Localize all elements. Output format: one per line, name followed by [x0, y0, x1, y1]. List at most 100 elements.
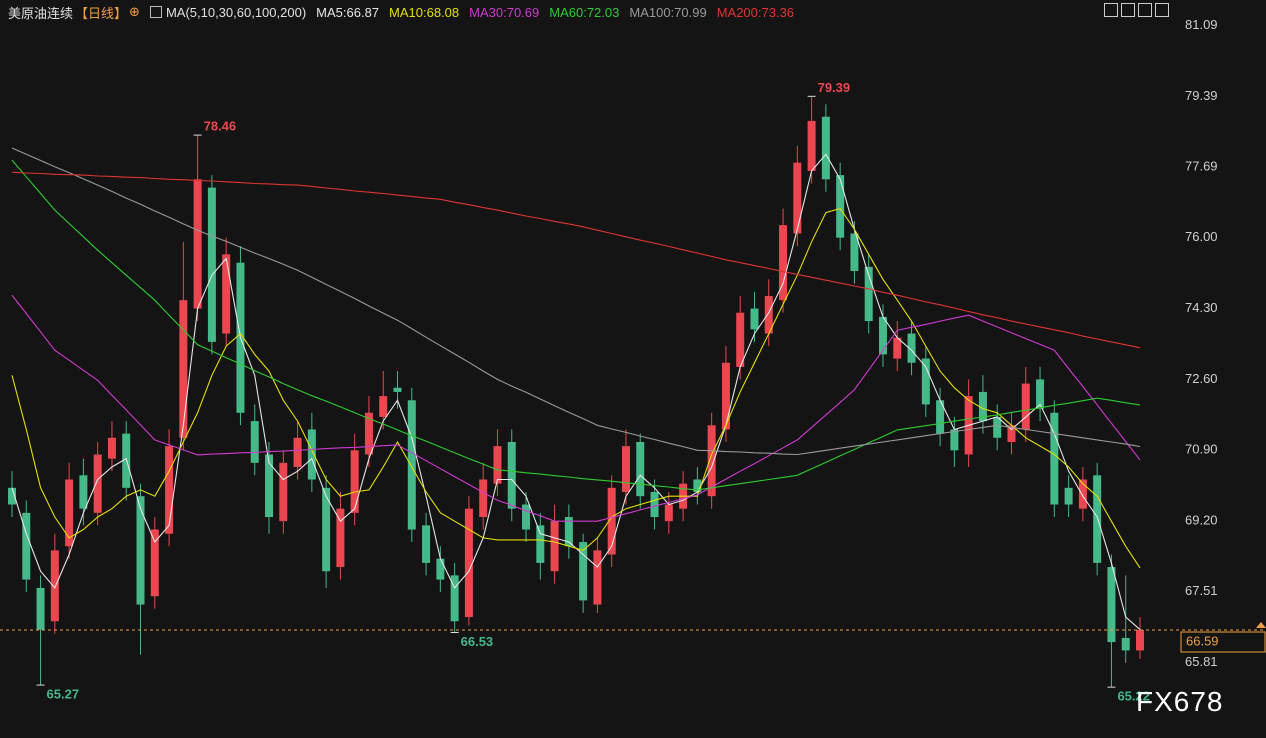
candle-body — [921, 358, 930, 405]
annotation-label: 78.46 — [204, 119, 237, 134]
candle-body — [1036, 379, 1045, 409]
y-tick-label: 69.20 — [1185, 513, 1218, 528]
candle-body — [165, 446, 174, 534]
candle-body — [8, 487, 16, 505]
candle-body — [1078, 479, 1087, 509]
candle-body — [279, 462, 288, 522]
candle-body — [764, 296, 773, 334]
candle-body — [564, 517, 573, 547]
candle-body — [1093, 475, 1102, 563]
candle-body — [150, 529, 159, 597]
candle-body — [107, 437, 116, 459]
y-tick-label: 77.69 — [1185, 159, 1218, 174]
tool-button[interactable] — [1155, 3, 1169, 17]
candle-body — [1021, 383, 1030, 430]
candle-body — [1136, 630, 1144, 651]
add-icon[interactable]: ⊕ — [129, 4, 140, 19]
legend-entry: MA200:73.36 — [716, 4, 795, 20]
candle-body — [793, 162, 802, 234]
y-tick-label: 76.00 — [1185, 229, 1218, 244]
header: 美原油连续 【日线】 ⊕ MA(5,10,30,60,100,200) MA5:… — [8, 3, 804, 21]
tool-button[interactable] — [1104, 3, 1118, 17]
ma-line — [11, 207, 1141, 569]
candle-body — [93, 454, 102, 513]
candle-body — [978, 391, 987, 422]
candle-body — [850, 233, 859, 272]
candle-body — [136, 496, 145, 605]
candle-body — [36, 587, 45, 630]
y-tick-label: 74.30 — [1185, 300, 1218, 315]
tool-button[interactable] — [1121, 3, 1135, 17]
candle-body — [222, 254, 231, 334]
candle-body — [207, 187, 216, 342]
candle-body — [50, 550, 59, 622]
candle-body — [1007, 425, 1016, 442]
candle-body — [950, 429, 959, 451]
candle-body — [536, 525, 545, 563]
candle-body — [993, 416, 1002, 438]
candle-body — [621, 446, 630, 492]
candle-body — [807, 120, 816, 171]
legend-entry: MA30:70.69 — [469, 4, 540, 20]
tool-button[interactable] — [1138, 3, 1152, 17]
last-price-marker — [1256, 622, 1266, 629]
candle-body — [436, 558, 445, 580]
legend-entry: MA5:66.87 — [316, 4, 380, 20]
candle-body — [693, 479, 702, 492]
y-tick-label: 72.60 — [1185, 371, 1218, 386]
period: 【日线】 — [75, 5, 128, 21]
candle-body — [579, 542, 588, 601]
candle-body — [1064, 487, 1073, 505]
candle-body — [65, 479, 74, 547]
candle-body — [650, 492, 659, 518]
candle-body — [1107, 567, 1116, 643]
legend-entry: MA10:68.08 — [389, 4, 460, 20]
candle-body — [707, 425, 716, 497]
last-price-label: 66.59 — [1186, 633, 1219, 648]
legend-entry: MA60:72.03 — [549, 4, 620, 20]
annotation-label: 65.27 — [47, 686, 80, 701]
candle-body — [407, 400, 416, 530]
candle-body — [322, 487, 331, 572]
candle-body — [179, 300, 188, 438]
ma-params: MA(5,10,30,60,100,200) — [165, 4, 307, 20]
candle-body — [479, 479, 488, 518]
annotation-label: 79.39 — [818, 80, 851, 95]
candle-body — [1050, 412, 1059, 505]
candle-body — [493, 446, 502, 484]
candle-body — [522, 504, 531, 530]
ma-line — [11, 171, 1141, 349]
candle-body — [864, 266, 873, 322]
candle-body — [350, 450, 359, 513]
y-tick-label: 79.39 — [1185, 88, 1218, 103]
candle-body — [250, 421, 259, 463]
annotation-label: 65.22 — [1117, 689, 1150, 704]
candle-body — [750, 308, 759, 330]
candle-body — [636, 441, 645, 497]
candle-body — [450, 575, 459, 622]
candle-body — [736, 312, 745, 367]
last-price-box — [1180, 631, 1266, 653]
candle-body — [878, 316, 887, 355]
candle-body — [293, 437, 302, 467]
candle-body — [593, 550, 602, 605]
ma-line — [11, 147, 1141, 456]
candle-body — [22, 512, 31, 580]
candle-body — [821, 116, 830, 180]
annotation-label: 66.53 — [461, 634, 494, 649]
candle-body — [265, 454, 274, 518]
y-tick-label: 65.81 — [1185, 654, 1218, 669]
ma-line — [11, 159, 1141, 491]
y-tick-label: 67.51 — [1185, 583, 1218, 598]
candle-body — [122, 433, 131, 488]
candle-body — [307, 429, 316, 480]
indicator-icon[interactable] — [149, 6, 162, 18]
ma-line — [11, 294, 1141, 522]
candle-body — [1121, 637, 1130, 651]
candle-body — [422, 525, 431, 563]
candle-body — [336, 508, 345, 568]
candle-body — [907, 333, 916, 363]
watermark: FX678 — [1136, 686, 1224, 717]
